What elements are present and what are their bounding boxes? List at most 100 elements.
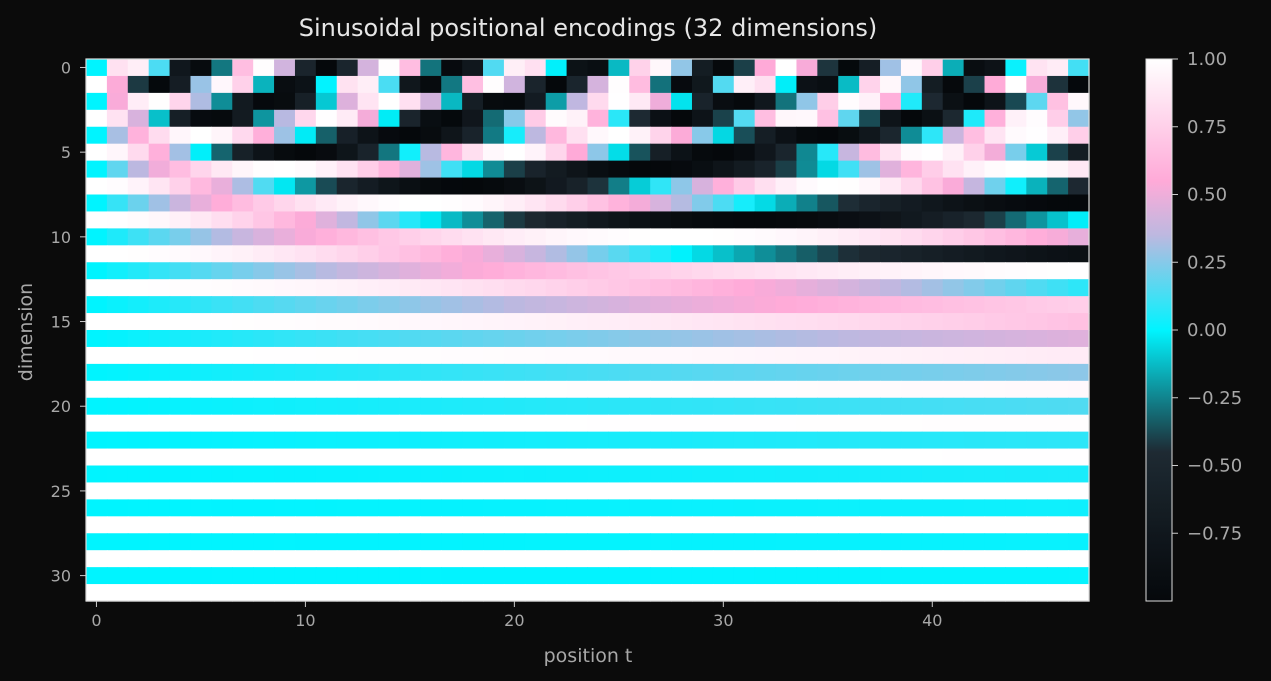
heatmap-cell — [503, 59, 526, 77]
heatmap-cell — [650, 516, 672, 534]
heatmap-cell — [545, 262, 568, 280]
heatmap-cell — [420, 363, 442, 382]
heatmap-cell — [942, 177, 965, 196]
heatmap-cell — [127, 550, 150, 568]
heatmap-cell — [900, 92, 923, 111]
heatmap-cell — [127, 109, 150, 128]
heatmap-cell — [545, 160, 568, 179]
heatmap-cell — [838, 346, 860, 365]
heatmap-cell — [315, 75, 338, 94]
heatmap-cell — [357, 499, 380, 517]
heatmap-cell — [629, 160, 651, 179]
heatmap-cell — [817, 177, 839, 196]
heatmap-cell — [420, 92, 442, 111]
heatmap-cell — [524, 313, 547, 331]
heatmap-cell — [1026, 296, 1048, 314]
heatmap-cell — [880, 75, 902, 94]
heatmap-cell — [1068, 160, 1090, 179]
heatmap-cell — [106, 143, 129, 162]
heatmap-cell — [211, 262, 233, 280]
heatmap-cell — [838, 143, 860, 162]
heatmap-cell — [796, 296, 818, 314]
heatmap-cell — [294, 397, 317, 416]
heatmap-cell — [462, 533, 484, 551]
heatmap-cell — [608, 92, 630, 111]
heatmap-cell — [984, 380, 1007, 399]
heatmap-cell — [859, 262, 881, 280]
heatmap-cell — [984, 414, 1007, 433]
heatmap-cell — [462, 228, 484, 246]
heatmap-cell — [942, 346, 965, 365]
heatmap-cell — [838, 160, 860, 179]
heatmap-cell — [754, 143, 777, 162]
heatmap-cell — [608, 465, 630, 484]
heatmap-cell — [462, 346, 484, 365]
heatmap-cell — [566, 160, 589, 179]
heatmap-cell — [921, 499, 944, 517]
heatmap-cell — [754, 313, 777, 331]
heatmap-cell — [462, 397, 484, 416]
heatmap-cell — [148, 567, 171, 585]
heatmap-cell — [963, 431, 986, 450]
heatmap-cell — [754, 245, 777, 263]
heatmap-cell — [274, 499, 296, 517]
heatmap-cell — [754, 567, 777, 585]
heatmap-cell — [315, 346, 338, 365]
heatmap-cell — [775, 330, 798, 348]
heatmap-cell — [650, 482, 672, 500]
heatmap-cell — [503, 75, 526, 94]
heatmap-cell — [127, 313, 150, 331]
heatmap-cell — [190, 262, 212, 280]
heatmap-cell — [712, 194, 735, 213]
heatmap-cell — [921, 177, 944, 196]
heatmap-cell — [315, 584, 338, 602]
heatmap-cell — [1047, 465, 1069, 484]
heatmap-cell — [754, 59, 777, 77]
heatmap-cell — [190, 584, 212, 602]
heatmap-cell — [462, 279, 484, 297]
heatmap-cell — [399, 211, 421, 229]
heatmap-cell — [629, 211, 651, 229]
heatmap-cell — [483, 262, 505, 280]
heatmap-cell — [629, 448, 651, 467]
heatmap-cell — [441, 160, 463, 179]
heatmap-cell — [650, 431, 672, 450]
heatmap-cell — [566, 59, 589, 77]
heatmap-cell — [880, 262, 902, 280]
heatmap-cell — [503, 211, 526, 229]
heatmap-cell — [127, 330, 150, 348]
heatmap-cell — [859, 330, 881, 348]
heatmap-cell — [859, 296, 881, 314]
heatmap-cell — [963, 75, 986, 94]
heatmap-cell — [294, 126, 317, 145]
heatmap-cell — [462, 59, 484, 77]
heatmap-cell — [1068, 211, 1090, 229]
heatmap-cell — [629, 346, 651, 365]
heatmap-cell — [921, 533, 944, 551]
heatmap-cell — [859, 584, 881, 602]
heatmap-cell — [671, 177, 693, 196]
heatmap-cell — [232, 92, 254, 111]
heatmap-cell — [691, 211, 714, 229]
colorbar-tick-label: 0.25 — [1187, 252, 1227, 273]
heatmap-cell — [169, 177, 192, 196]
heatmap-cell — [587, 211, 609, 229]
heatmap-cell — [880, 363, 902, 382]
heatmap-cell — [378, 330, 401, 348]
heatmap-cell — [127, 567, 150, 585]
heatmap-cell — [942, 397, 965, 416]
heatmap-cell — [336, 211, 359, 229]
heatmap-cell — [587, 584, 609, 602]
heatmap-cell — [336, 414, 359, 433]
heatmap-cell — [336, 465, 359, 484]
heatmap-cell — [462, 448, 484, 467]
heatmap-cell — [587, 380, 609, 399]
heatmap-cell — [1047, 296, 1069, 314]
heatmap-cell — [733, 75, 756, 94]
heatmap-cell — [754, 92, 777, 111]
heatmap-cell — [817, 211, 839, 229]
heatmap-cell — [399, 262, 421, 280]
heatmap-cell — [378, 143, 401, 162]
heatmap-cell — [106, 499, 129, 517]
heatmap-cell — [148, 414, 171, 433]
